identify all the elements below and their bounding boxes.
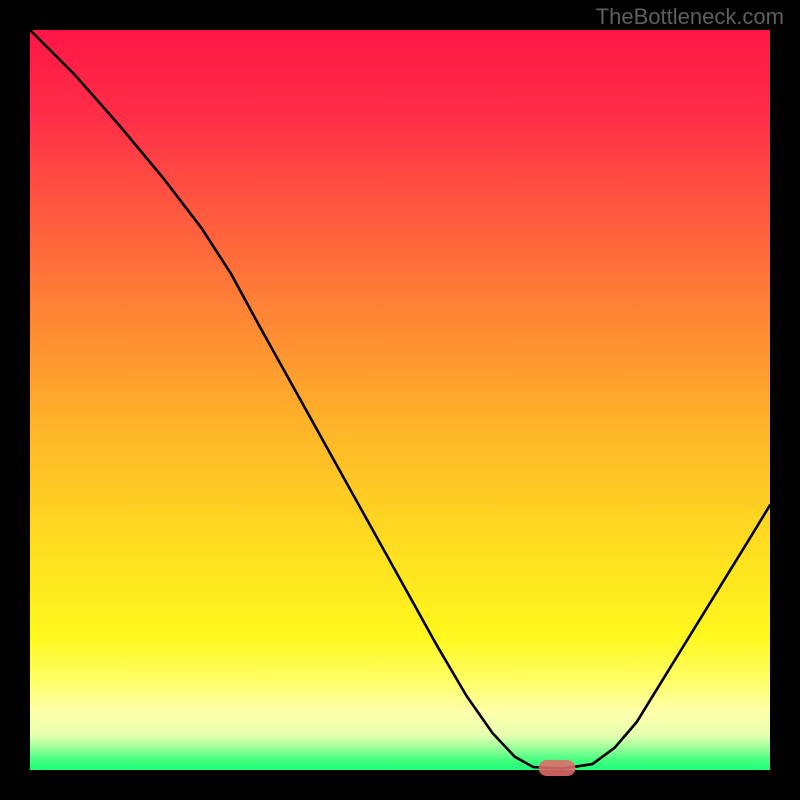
bottleneck-curve (30, 30, 770, 770)
chart-plot-area (30, 30, 770, 770)
optimal-point-marker (538, 760, 575, 776)
watermark-text: TheBottleneck.com (596, 4, 784, 30)
